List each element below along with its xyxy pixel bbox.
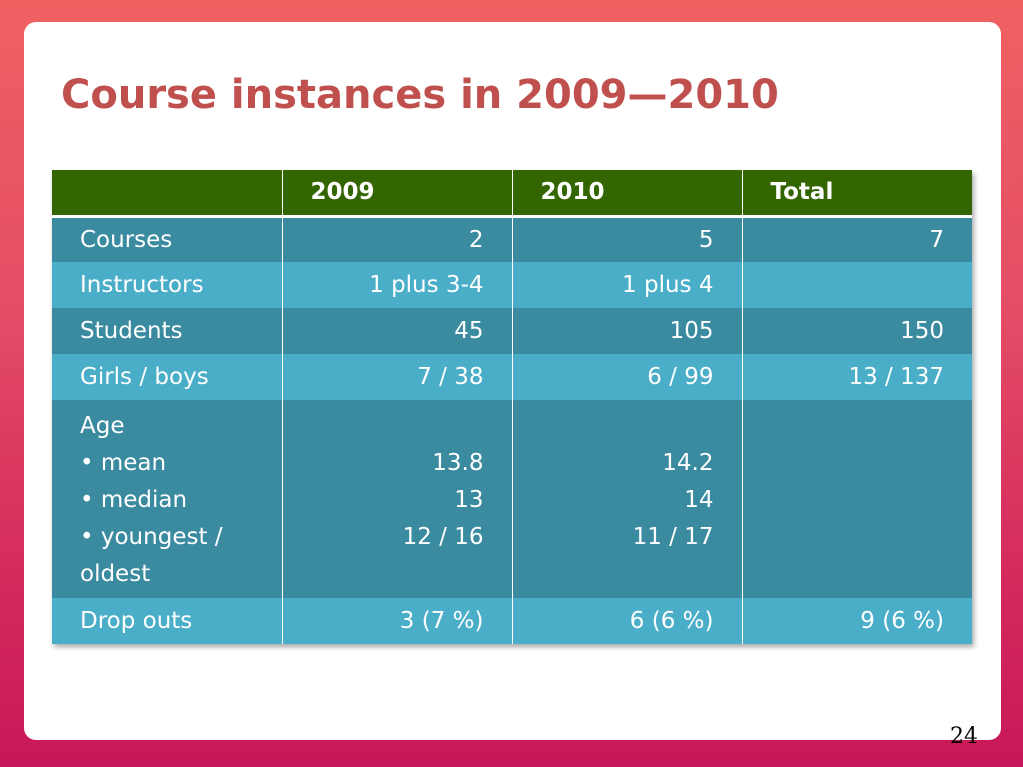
table-row-girls-boys: Girls / boys 7 / 38 6 / 99 13 / 137 xyxy=(52,354,972,400)
header-cell-total: Total xyxy=(770,179,834,206)
age-cell-2010: 14.2 14 11 / 17 xyxy=(512,400,743,598)
age-cell-total xyxy=(742,400,972,598)
age-label: Age xyxy=(80,413,125,439)
age-mean-2010: 14.2 xyxy=(662,450,714,476)
row-label: Courses xyxy=(52,216,283,262)
cell-2010: 1 plus 4 xyxy=(512,262,743,308)
age-range-label-cont: oldest xyxy=(80,561,151,587)
cell-2009: 45 xyxy=(282,308,513,354)
age-mean-label: • mean xyxy=(80,450,167,476)
cell-2010: 6 (6 %) xyxy=(512,598,743,644)
row-label: Girls / boys xyxy=(52,354,283,400)
slide-title: Course instances in 2009—2010 xyxy=(61,72,779,118)
table-header-row: 2009 2010 Total xyxy=(52,170,972,216)
table-row-dropouts: Drop outs 3 (7 %) 6 (6 %) 9 (6 %) xyxy=(52,598,972,644)
age-cell-2009: 13.8 13 12 / 16 xyxy=(282,400,513,598)
table-row-age: Age • mean • median • youngest / oldest … xyxy=(52,400,972,598)
table-row-instructors: Instructors 1 plus 3-4 1 plus 4 xyxy=(52,262,972,308)
header-cell-2010: 2010 xyxy=(512,170,743,216)
cell-total: 13 / 137 xyxy=(848,364,944,390)
table-row-courses: Courses 2 5 7 xyxy=(52,216,972,262)
cell-2010: 6 / 99 xyxy=(512,354,743,400)
age-median-label: • median xyxy=(80,487,188,513)
cell-2009: 1 plus 3-4 xyxy=(282,262,513,308)
table-row-students: Students 45 105 150 xyxy=(52,308,972,354)
cell-total: 7 xyxy=(929,226,944,253)
age-mean-2009: 13.8 xyxy=(432,450,484,476)
row-label: Students xyxy=(52,308,283,354)
slide-canvas: Course instances in 2009—2010 2009 2010 … xyxy=(24,22,1001,740)
age-median-2009: 13 xyxy=(454,487,484,513)
cell-2009: 2 xyxy=(282,216,513,262)
cell-2010: 105 xyxy=(512,308,743,354)
age-label-cell: Age • mean • median • youngest / oldest xyxy=(52,400,283,598)
age-range-2009: 12 / 16 xyxy=(402,524,484,550)
course-instances-table: 2009 2010 Total Courses 2 5 7 Instructor… xyxy=(52,170,972,644)
age-median-2010: 14 xyxy=(684,487,714,513)
cell-total: 9 (6 %) xyxy=(860,608,944,634)
cell-total: 150 xyxy=(900,318,944,344)
cell-2010: 5 xyxy=(512,216,743,262)
page-number: 24 xyxy=(950,724,978,749)
cell-total xyxy=(742,262,972,308)
cell-2009: 3 (7 %) xyxy=(282,598,513,644)
header-cell-2009: 2009 xyxy=(282,170,513,216)
age-range-label: • youngest / xyxy=(80,524,223,550)
age-range-2010: 11 / 17 xyxy=(632,524,714,550)
cell-2009: 7 / 38 xyxy=(282,354,513,400)
row-label: Instructors xyxy=(52,262,283,308)
header-cell-empty xyxy=(52,170,283,216)
row-label: Drop outs xyxy=(52,598,283,644)
